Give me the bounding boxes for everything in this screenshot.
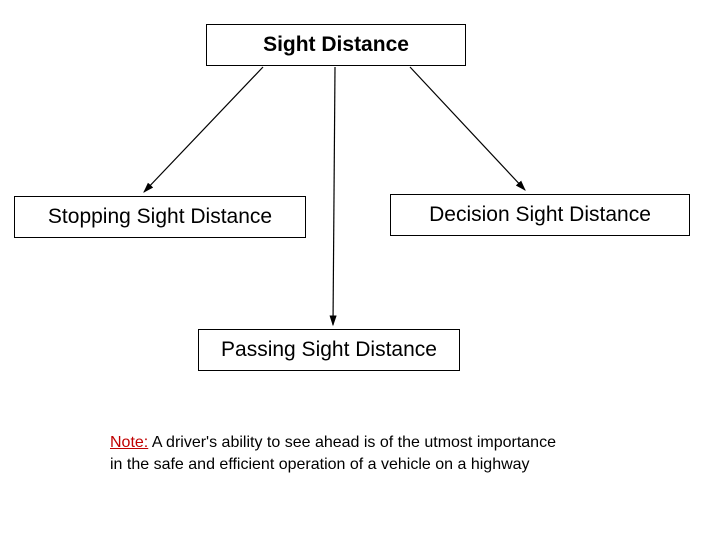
note-text: Note: A driver's ability to see ahead is… bbox=[110, 432, 570, 475]
child-node-passing-label: Passing Sight Distance bbox=[221, 338, 437, 362]
root-node: Sight Distance bbox=[206, 24, 466, 66]
child-node-stopping: Stopping Sight Distance bbox=[14, 196, 306, 238]
root-node-label: Sight Distance bbox=[263, 33, 409, 57]
child-node-passing: Passing Sight Distance bbox=[198, 329, 460, 371]
child-node-decision-label: Decision Sight Distance bbox=[429, 203, 651, 227]
arrow-to-stopping bbox=[144, 67, 263, 192]
child-node-stopping-label: Stopping Sight Distance bbox=[48, 205, 272, 229]
arrow-to-passing bbox=[333, 67, 335, 325]
note-label: Note: bbox=[110, 434, 148, 451]
arrow-to-decision bbox=[410, 67, 525, 190]
child-node-decision: Decision Sight Distance bbox=[390, 194, 690, 236]
note-body: A driver's ability to see ahead is of th… bbox=[110, 434, 556, 473]
